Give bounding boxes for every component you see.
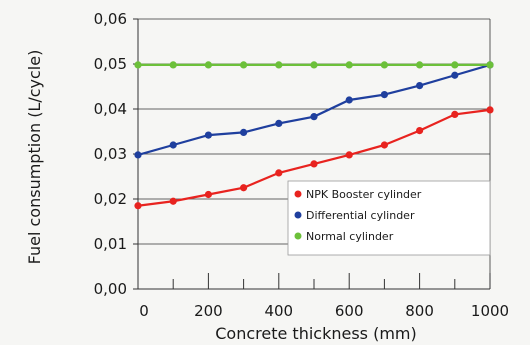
data-point — [345, 61, 353, 69]
data-point — [134, 202, 142, 210]
data-point — [310, 61, 318, 69]
y-axis-label: Fuel consumption (L/cycle) — [25, 50, 44, 265]
legend-marker — [294, 211, 302, 219]
x-tick-label: 0 — [139, 302, 149, 320]
data-point — [451, 61, 459, 69]
legend-box — [287, 180, 491, 256]
data-point — [345, 151, 353, 159]
data-point — [275, 169, 283, 177]
y-tick-label: 0,00 — [94, 280, 127, 298]
data-point — [416, 61, 424, 69]
tick-labels: 0,00 0,01 0,02 0,03 0,04 0,05 0,06 0 200 400 600 80… — [94, 10, 510, 320]
y-tick-label: 0,01 — [94, 235, 127, 253]
x-tick-label: 1000 — [471, 302, 509, 320]
data-point — [416, 82, 424, 90]
data-point — [169, 197, 177, 205]
data-point — [380, 61, 388, 69]
legend-entry: NPK Booster cylinder — [306, 188, 422, 201]
data-point — [416, 127, 424, 135]
legend-marker — [294, 232, 302, 240]
data-point — [486, 61, 494, 69]
data-point — [204, 61, 212, 69]
data-point — [380, 91, 388, 99]
data-point — [275, 119, 283, 127]
x-tick-label: 400 — [264, 302, 293, 320]
x-tick-label: 800 — [405, 302, 434, 320]
y-tick-label: 0,06 — [94, 10, 127, 28]
data-point — [451, 71, 459, 79]
data-point — [310, 160, 318, 168]
series-line — [137, 63, 491, 156]
x-tick-label: 200 — [194, 302, 223, 320]
data-point — [275, 61, 283, 69]
legend: NPK Booster cylinder Differential cylinde… — [287, 180, 491, 256]
series-npk-booster-cylinder — [134, 106, 494, 210]
data-point — [240, 184, 248, 192]
data-point — [169, 61, 177, 69]
data-point — [240, 61, 248, 69]
y-tick-label: 0,02 — [94, 190, 127, 208]
data-point — [169, 141, 177, 149]
x-axis-label: Concrete thickness (mm) — [215, 324, 417, 343]
data-point — [134, 61, 142, 69]
data-point — [380, 141, 388, 149]
data-point — [345, 96, 353, 104]
x-tick-label: 600 — [335, 302, 364, 320]
y-tick-label: 0,03 — [94, 145, 127, 163]
data-point — [134, 151, 142, 159]
legend-entry: Differential cylinder — [306, 209, 415, 222]
data-point — [240, 128, 248, 136]
data-point — [310, 113, 318, 121]
y-tick-label: 0,05 — [94, 55, 127, 73]
series-differential-cylinder — [134, 61, 494, 159]
data-point — [204, 190, 212, 199]
data-point — [204, 131, 212, 139]
series-normal-cylinder — [134, 61, 494, 69]
legend-marker — [294, 190, 302, 198]
data-point — [451, 110, 459, 118]
series — [134, 61, 494, 210]
legend-entry: Normal cylinder — [306, 230, 394, 243]
data-point — [486, 106, 494, 114]
y-tick-label: 0,04 — [94, 100, 127, 118]
